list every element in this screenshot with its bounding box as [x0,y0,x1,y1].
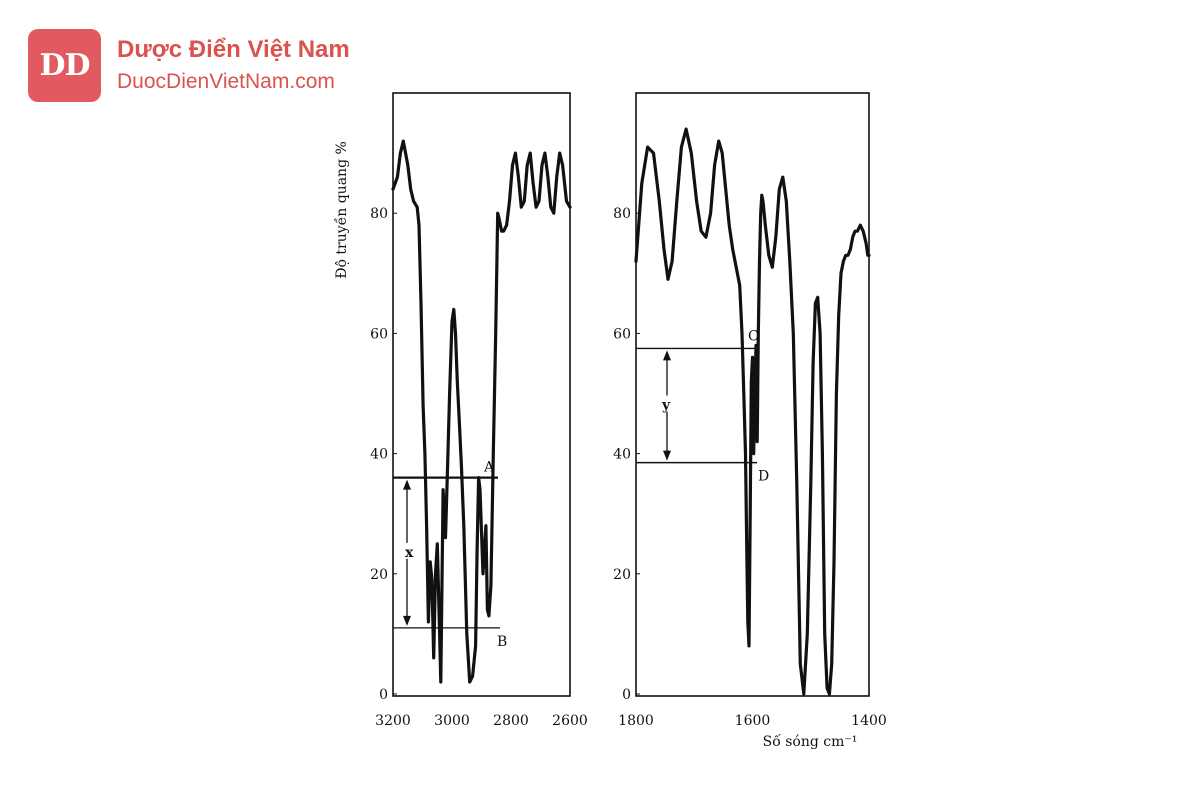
point-label-a: A [483,460,495,476]
measure-label-bg [400,542,414,559]
spectrum-line [391,139,572,684]
x-tick-label: 1400 [851,713,887,729]
measure-arrowhead-top [663,350,671,361]
brand-url: DuocDienVietNam.com [117,70,335,93]
logo-mark: DD [39,48,90,83]
y-tick-label: 60 [613,326,631,342]
x-axis-label: Số sóng cm⁻¹ [763,733,858,750]
chart1-plot: 0 20 40 60 80 3200 3000 2800 2600 A Bx [370,139,588,729]
chart2-frame [635,92,870,697]
measure-label-y: y [661,398,671,414]
x-tick-label: 3200 [375,713,411,729]
point-label-b: B [497,634,507,650]
chart2-plot: 0 20 40 60 80 1800 1600 1400 C Dy [613,127,887,729]
x-tick-label: 1600 [735,713,771,729]
x-tick-label: 3000 [434,713,470,729]
spectrum-line [634,127,871,696]
y-tick-label: 80 [613,206,631,222]
measure-label-x: x [405,545,414,561]
y-axis-label: Độ truyền quang % [333,141,350,279]
x-tick-label: 2600 [552,713,588,729]
y-tick-label: 0 [622,687,631,703]
measure-label-bg [660,395,674,412]
brand-name: Dược Điển Việt Nam [117,36,350,63]
x-tick-label: 2800 [493,713,529,729]
x-tick-label: 1800 [618,713,654,729]
point-label-d: D [758,469,769,485]
measure-arrowhead-bottom [663,450,671,461]
y-tick-label: 0 [379,687,388,703]
measure-arrowhead-top [403,479,411,490]
measure-arrowhead-bottom [403,615,411,626]
point-label-c: C [748,328,759,344]
y-tick-label: 40 [613,447,631,463]
logo-badge: DD [28,29,101,102]
y-tick-label: 20 [613,567,631,583]
y-tick-label: 40 [370,447,388,463]
chart1-frame [392,92,571,697]
y-tick-label: 60 [370,326,388,342]
y-tick-label: 80 [370,206,388,222]
y-tick-label: 20 [370,567,388,583]
